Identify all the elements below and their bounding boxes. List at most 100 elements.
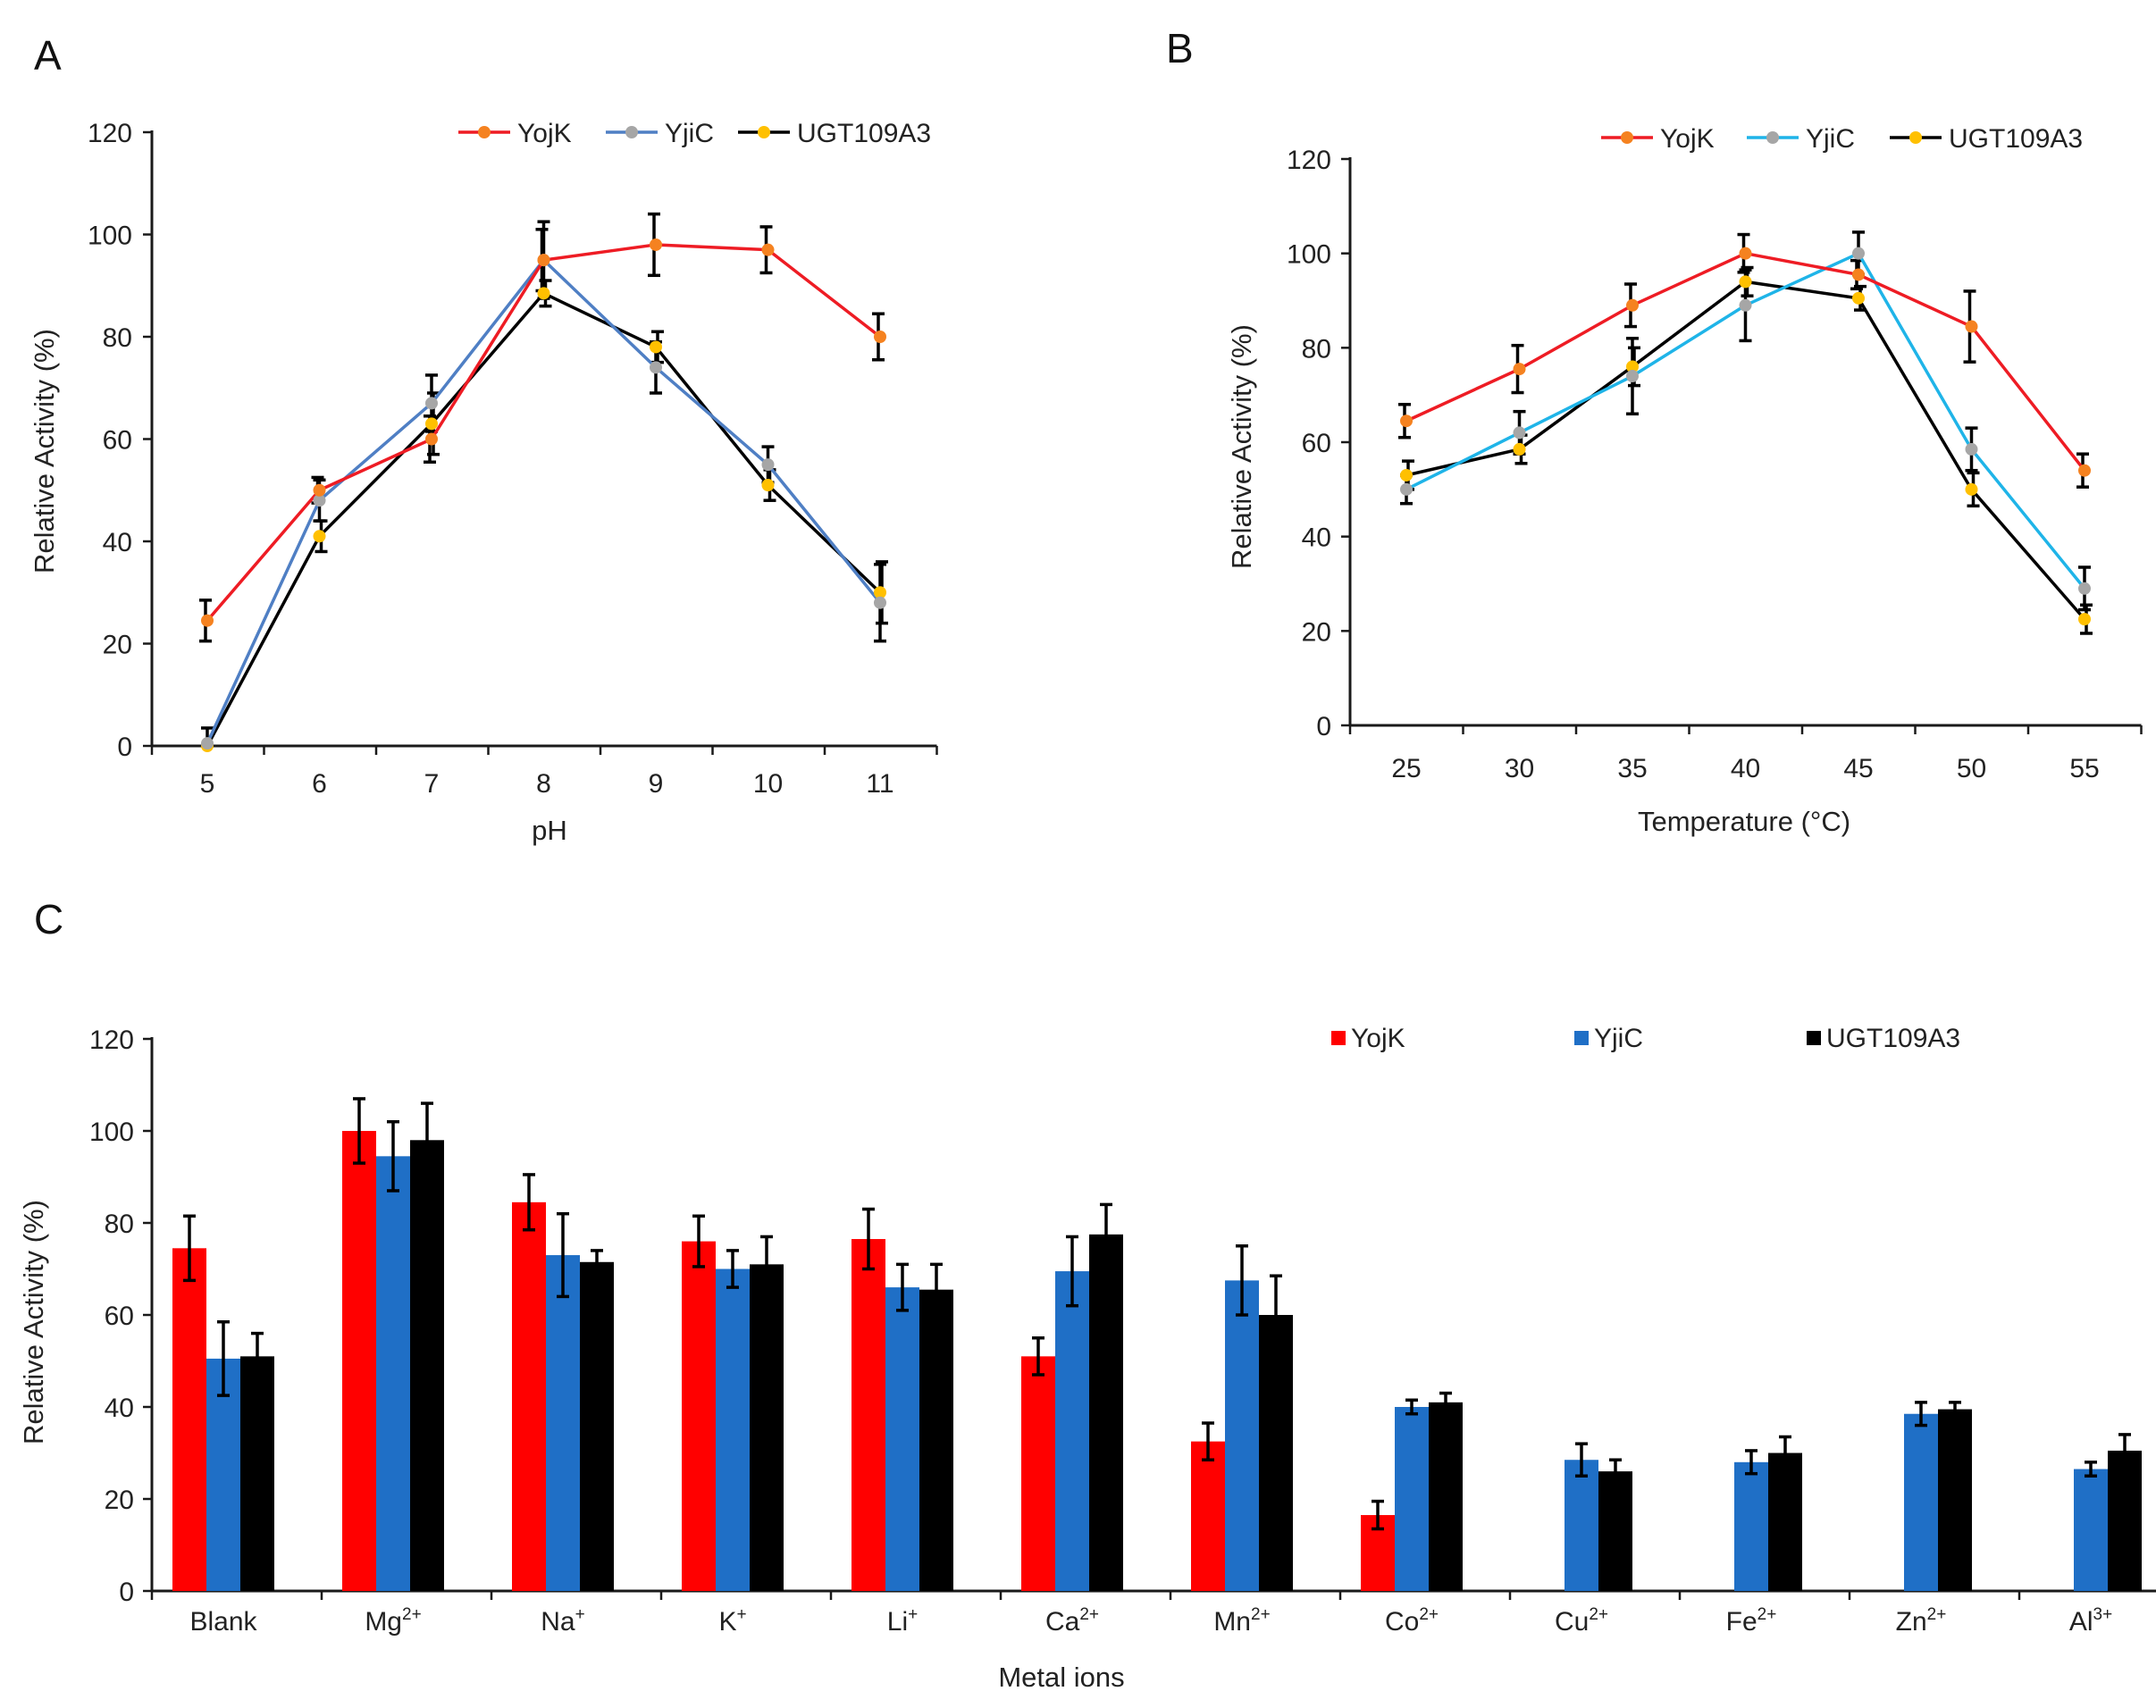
bar-ugt109a3: [580, 1261, 614, 1591]
legend-item-yojk: YojK: [1601, 124, 1715, 154]
data-point-yojk: [2078, 464, 2091, 477]
legend-marker-yjic: [1766, 131, 1779, 144]
x-tick-label: 25: [1391, 754, 1421, 783]
y-tick-label: 80: [105, 1210, 134, 1239]
bar-yjic: [2074, 1469, 2108, 1591]
x-tick-label: 8: [536, 769, 551, 799]
error-bar-yojk: [1202, 1421, 1214, 1461]
y-tick-label: 60: [103, 426, 132, 456]
x-tick-label: Ca2+: [1045, 1605, 1099, 1637]
axes-b: [1341, 157, 2143, 734]
x-tick-label: 40: [1731, 754, 1760, 783]
error-bar-ugt109a3: [1100, 1202, 1112, 1267]
series-line-ugt109a3: [206, 291, 882, 747]
y-tick-labels-c: 0 20 40 60 80 100 120: [89, 1026, 134, 1607]
bar-ugt109a3: [1598, 1471, 1632, 1591]
data-point-yojk: [201, 614, 214, 627]
bar-ugt109a3: [2108, 1450, 2142, 1591]
data-point-yojk: [1965, 320, 1978, 333]
y-tick-label: 60: [1302, 429, 1331, 458]
data-point-yjic: [1852, 247, 1865, 260]
error-bar-yojk: [353, 1097, 365, 1165]
data-point-ugt109a3: [1965, 482, 1978, 496]
legend-item-yjic: YjiC: [1747, 124, 1855, 154]
x-tick-label: Cu2+: [1555, 1605, 1608, 1637]
x-tick-label: 50: [1957, 754, 1986, 783]
legend-swatch-yojk: [1331, 1031, 1346, 1045]
error-bar-yojk: [523, 1173, 535, 1232]
y-tick-label: 0: [119, 1578, 134, 1607]
bar-yjic: [206, 1358, 240, 1591]
x-tick-label: Mn2+: [1213, 1605, 1270, 1637]
bar-yojk: [1191, 1441, 1225, 1591]
data-point-ugt109a3: [1513, 442, 1526, 456]
legend-item-yjic: YjiC: [606, 119, 714, 148]
data-point-yojk: [1739, 247, 1752, 260]
legend-swatch-yjic: [1574, 1031, 1589, 1045]
bar-yojk: [851, 1239, 885, 1591]
y-tick-label: 100: [89, 1118, 134, 1147]
plot-area-a: [199, 212, 888, 752]
bar-ugt109a3: [1429, 1402, 1463, 1591]
bar-yjic: [716, 1268, 750, 1591]
y-tick-label: 40: [105, 1394, 134, 1423]
legend-swatch-ugt109a3: [1807, 1031, 1821, 1045]
y-tick-label: 120: [1287, 146, 1331, 175]
data-point-ugt109a3: [1852, 291, 1865, 305]
data-point-yjic: [650, 361, 662, 374]
legend-item-ugt109a3: UGT109A3: [1890, 124, 2083, 154]
error-bar-ugt109a3: [421, 1101, 433, 1179]
y-tick-label: 20: [1302, 617, 1331, 647]
x-tick-labels-a: 5 6 7 8 9 10 11: [200, 769, 894, 799]
data-point-yojk: [537, 254, 550, 267]
y-tick-label: 40: [103, 528, 132, 557]
error-bar-ugt109a3: [591, 1249, 603, 1276]
legend-marker-ugt109a3: [1909, 131, 1922, 144]
error-bar-yjic: [1575, 1442, 1588, 1478]
data-point-yojk: [1626, 298, 1639, 312]
data-point-ugt109a3: [313, 530, 326, 543]
legend-item-yojk: YojK: [458, 119, 572, 148]
bar-yjic: [1225, 1280, 1259, 1591]
legend-label-yojk: YojK: [1660, 124, 1715, 154]
data-point-yojk: [761, 243, 775, 256]
error-bar-ugt109a3: [760, 1235, 773, 1294]
data-point-yjic: [1513, 426, 1526, 440]
x-tick-label: Fe2+: [1726, 1605, 1777, 1637]
x-tick-labels-b: 25 30 35 40 45 50 55: [1391, 754, 2099, 783]
error-bar-ugt109a3: [1609, 1458, 1622, 1485]
bar-yojk: [682, 1241, 716, 1591]
error-bar-yjic: [387, 1119, 399, 1193]
axes-c: [143, 1037, 2156, 1600]
x-tick-label: 30: [1505, 754, 1534, 783]
error-bar-yjic: [1236, 1244, 1248, 1317]
legend-item-ugt109a3: UGT109A3: [1807, 1024, 1960, 1053]
y-tick-label: 20: [103, 631, 132, 660]
bar-yjic: [1055, 1271, 1089, 1591]
data-point-ugt109a3: [425, 417, 438, 431]
error-bar-yjic: [2085, 1461, 2097, 1478]
legend-marker-yojk: [1621, 131, 1633, 144]
data-point-yjic: [761, 458, 775, 472]
y-axis-title-c: Relative Activity (%): [18, 1200, 49, 1444]
x-axis-title-c: Metal ions: [998, 1662, 1124, 1693]
error-bar-ugt109a3: [930, 1262, 943, 1317]
error-bar-yjic: [1745, 1449, 1758, 1476]
y-tick-label: 60: [105, 1302, 134, 1331]
legend-marker-yjic: [625, 126, 638, 138]
data-point-yojk: [874, 331, 886, 343]
y-tick-label: 0: [117, 733, 132, 762]
legend-label-ugt109a3: UGT109A3: [1949, 124, 2083, 154]
data-point-yjic: [1400, 482, 1413, 496]
data-point-yojk: [313, 483, 326, 497]
y-tick-label: 0: [1316, 712, 1331, 741]
error-bar-yjic: [557, 1211, 569, 1299]
y-tick-label: 20: [105, 1486, 134, 1515]
y-tick-labels-a: 0 20 40 60 80 100 120: [88, 119, 132, 762]
bar-yjic: [1565, 1460, 1598, 1591]
data-point-yjic: [1965, 442, 1978, 456]
bar-yojk: [1021, 1356, 1055, 1591]
bar-yjic: [376, 1156, 410, 1591]
legend-label-yojk: YojK: [517, 119, 572, 148]
x-tick-label: Co2+: [1385, 1605, 1439, 1637]
